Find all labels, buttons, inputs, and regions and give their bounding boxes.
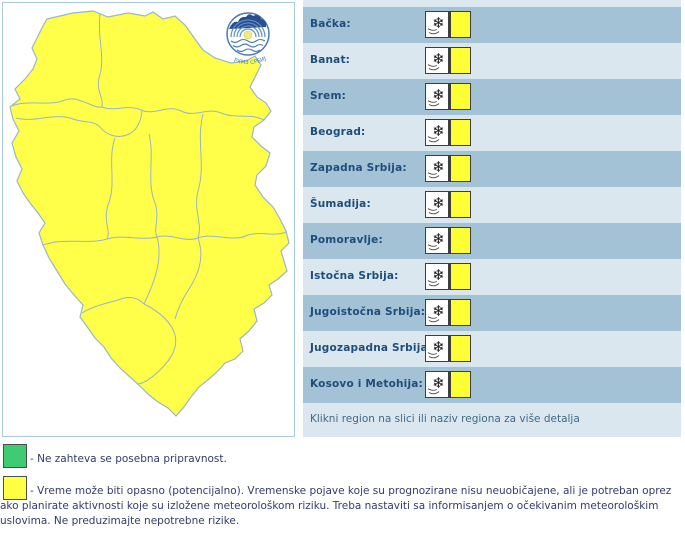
rhmz-logo: РХМЗ СРБИЈЕ: [218, 9, 270, 66]
region-link[interactable]: Šumadija:: [310, 198, 371, 210]
warning-level-yellow-box: [449, 263, 471, 290]
warning-indicator: ❄: [425, 263, 471, 290]
logo-sun: [243, 30, 253, 40]
svg-text:❄: ❄: [432, 230, 445, 248]
region-link[interactable]: Pomoravlje:: [310, 234, 383, 246]
legend-swatch: [3, 476, 27, 500]
region-row[interactable]: Zapadna Srbija: ❄: [303, 151, 681, 187]
svg-text:❄: ❄: [432, 158, 445, 176]
warning-indicator: ❄: [425, 47, 471, 74]
warning-level-yellow-box: [449, 155, 471, 182]
region-link[interactable]: Jugoistočna Srbija:: [310, 306, 426, 318]
region-row[interactable]: Banat: ❄: [303, 43, 681, 79]
region-list: Bačka: ❄ Banat: ❄: [303, 0, 681, 437]
region-link[interactable]: Beograd:: [310, 126, 366, 138]
legend-swatch: [3, 444, 27, 468]
region-row[interactable]: Jugoistočna Srbija: ❄: [303, 295, 681, 331]
legend-text: - Ne zahteva se posebna pripravnost.: [30, 453, 227, 465]
svg-text:❄: ❄: [432, 374, 445, 392]
warning-indicator: ❄: [425, 371, 471, 398]
warning-level-yellow-box: [449, 371, 471, 398]
snowflake-icon: ❄: [425, 335, 449, 362]
snowflake-icon: ❄: [425, 155, 449, 182]
region-link[interactable]: Banat:: [310, 54, 351, 66]
warning-level-yellow-box: [449, 191, 471, 218]
list-top-strip: [303, 0, 681, 7]
warning-indicator: ❄: [425, 83, 471, 110]
warning-level-yellow-box: [449, 11, 471, 38]
region-row[interactable]: Istočna Srbija: ❄: [303, 259, 681, 295]
warning-indicator: ❄: [425, 155, 471, 182]
region-row[interactable]: Bačka: ❄: [303, 7, 681, 43]
svg-text:❄: ❄: [432, 14, 445, 32]
warning-level-yellow-box: [449, 83, 471, 110]
region-link[interactable]: Bačka:: [310, 18, 351, 30]
warning-indicator: ❄: [425, 191, 471, 218]
svg-text:❄: ❄: [432, 266, 445, 284]
warning-indicator: ❄: [425, 335, 471, 362]
region-row[interactable]: Kosovo i Metohija: ❄: [303, 367, 681, 403]
snowflake-icon: ❄: [425, 11, 449, 38]
snowflake-icon: ❄: [425, 119, 449, 146]
warning-indicator: ❄: [425, 227, 471, 254]
snowflake-icon: ❄: [425, 371, 449, 398]
region-link[interactable]: Jugozapadna Srbija:: [310, 342, 433, 354]
snowflake-icon: ❄: [425, 263, 449, 290]
warning-level-yellow-box: [449, 227, 471, 254]
warning-indicator: ❄: [425, 119, 471, 146]
serbia-map[interactable]: [3, 3, 294, 436]
legend: - Ne zahteva se posebna pripravnost. - V…: [0, 444, 685, 538]
serbia-map-panel: РХМЗ СРБИЈЕ: [2, 2, 295, 437]
snowflake-icon: ❄: [425, 83, 449, 110]
svg-text:❄: ❄: [432, 194, 445, 212]
serbia-outline: [9, 10, 290, 417]
region-row[interactable]: Jugozapadna Srbija: ❄: [303, 331, 681, 367]
region-link[interactable]: Istočna Srbija:: [310, 270, 399, 282]
snowflake-icon: ❄: [425, 227, 449, 254]
legend-item: - Vreme može biti opasno (potencijalno).…: [0, 476, 685, 529]
svg-text:❄: ❄: [432, 122, 445, 140]
svg-text:❄: ❄: [432, 86, 445, 104]
region-row[interactable]: Srem: ❄: [303, 79, 681, 115]
region-row[interactable]: Beograd: ❄: [303, 115, 681, 151]
svg-text:❄: ❄: [432, 302, 445, 320]
region-link[interactable]: Srem:: [310, 90, 347, 102]
warning-indicator: ❄: [425, 299, 471, 326]
legend-item: - Ne zahteva se posebna pripravnost.: [0, 444, 685, 468]
region-link[interactable]: Zapadna Srbija:: [310, 162, 407, 174]
warning-indicator: ❄: [425, 11, 471, 38]
region-row[interactable]: Pomoravlje: ❄: [303, 223, 681, 259]
warning-level-yellow-box: [449, 47, 471, 74]
snowflake-icon: ❄: [425, 299, 449, 326]
region-link[interactable]: Kosovo i Metohija:: [310, 378, 423, 390]
svg-text:❄: ❄: [432, 338, 445, 356]
warning-level-yellow-box: [449, 335, 471, 362]
warning-level-yellow-box: [449, 299, 471, 326]
snowflake-icon: ❄: [425, 191, 449, 218]
snowflake-icon: ❄: [425, 47, 449, 74]
list-footer: Klikni region na slici ili naziv regiona…: [303, 403, 681, 437]
region-row[interactable]: Šumadija: ❄: [303, 187, 681, 223]
logo-cloud: [229, 14, 267, 29]
warning-level-yellow-box: [449, 119, 471, 146]
region-borders: [10, 13, 287, 385]
legend-text: - Vreme može biti opasno (potencijalno).…: [0, 485, 672, 527]
footer-note: Klikni region na slici ili naziv regiona…: [310, 413, 580, 425]
svg-text:❄: ❄: [432, 50, 445, 68]
